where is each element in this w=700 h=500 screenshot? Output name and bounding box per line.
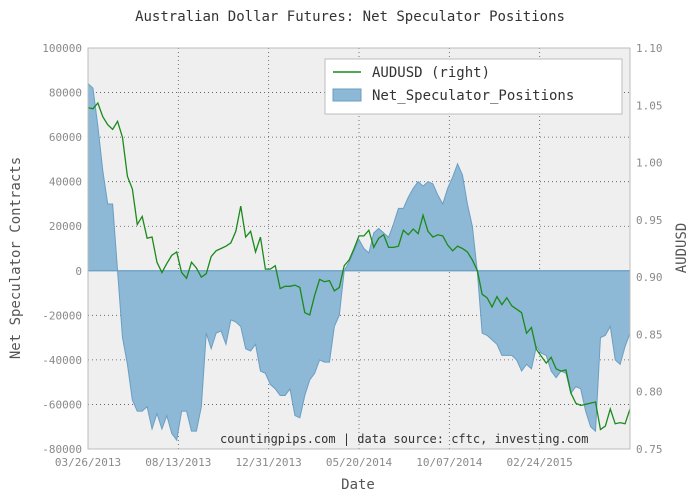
x-axis-label: Date [341, 477, 375, 493]
y-tick-label-left: -80000 [42, 443, 82, 456]
legend-label-net-speculator-positions: Net_Speculator_Positions [372, 88, 574, 104]
y-tick-label-left: 20000 [49, 220, 82, 233]
plot-border [87, 47, 631, 450]
source-annotation: countingpips.com | data source: cftc, in… [220, 432, 588, 446]
y-tick-label-left: 0 [75, 265, 82, 278]
net-speculator-positions-area [87, 82, 631, 442]
x-tick-label: 02/24/2015 [507, 456, 573, 469]
x-axis-ticks: 03/26/2013 08/13/2013 12/31/2013 05/20/2014… [55, 456, 573, 469]
y-tick-label-right: 0.85 [636, 328, 663, 341]
y-axis-right-ticks: 1.10 1.05 1.00 0.95 0.90 0.85 0.80 0.75 [636, 42, 663, 456]
y-tick-label-left: 80000 [49, 87, 82, 100]
x-tick-label: 12/31/2013 [236, 456, 302, 469]
y-tick-label-right: 0.95 [636, 214, 663, 227]
y-tick-label-left: 40000 [49, 176, 82, 189]
y-tick-label-right: 1.10 [636, 42, 663, 55]
x-tick-label: 10/07/2014 [416, 456, 483, 469]
x-tick-label: 03/26/2013 [55, 456, 121, 469]
x-tick-label: 08/13/2013 [145, 456, 211, 469]
legend-swatch-net-speculator-positions [332, 88, 362, 102]
legend-label-audusd: AUDUSD (right) [372, 65, 490, 81]
y-tick-label-right: 0.80 [636, 386, 663, 399]
y-tick-label-left: -20000 [42, 309, 82, 322]
chart-title: Australian Dollar Futures: Net Speculato… [135, 9, 565, 25]
x-tick-label: 05/20/2014 [326, 456, 393, 469]
y-axis-label-right: AUDUSD [674, 223, 690, 274]
y-tick-label-left: -40000 [42, 354, 82, 367]
legend: AUDUSD (right) Net_Speculator_Positions [324, 58, 623, 115]
y-axis-left-ticks: 100000 80000 60000 40000 20000 0 -20000 -40000 -… [42, 42, 82, 456]
y-tick-label-left: -60000 [42, 398, 82, 411]
y-tick-label-left: 100000 [42, 42, 82, 55]
y-tick-label-right: 1.00 [636, 157, 663, 170]
audusd-line [87, 101, 631, 431]
y-tick-label-right: 1.05 [636, 99, 663, 112]
legend-box [324, 58, 623, 115]
y-axis-label-left: Net Speculator Contracts [8, 157, 24, 359]
y-tick-label-left: 60000 [49, 131, 82, 144]
y-tick-label-right: 0.75 [636, 443, 663, 456]
y-tick-label-right: 0.90 [636, 271, 663, 284]
